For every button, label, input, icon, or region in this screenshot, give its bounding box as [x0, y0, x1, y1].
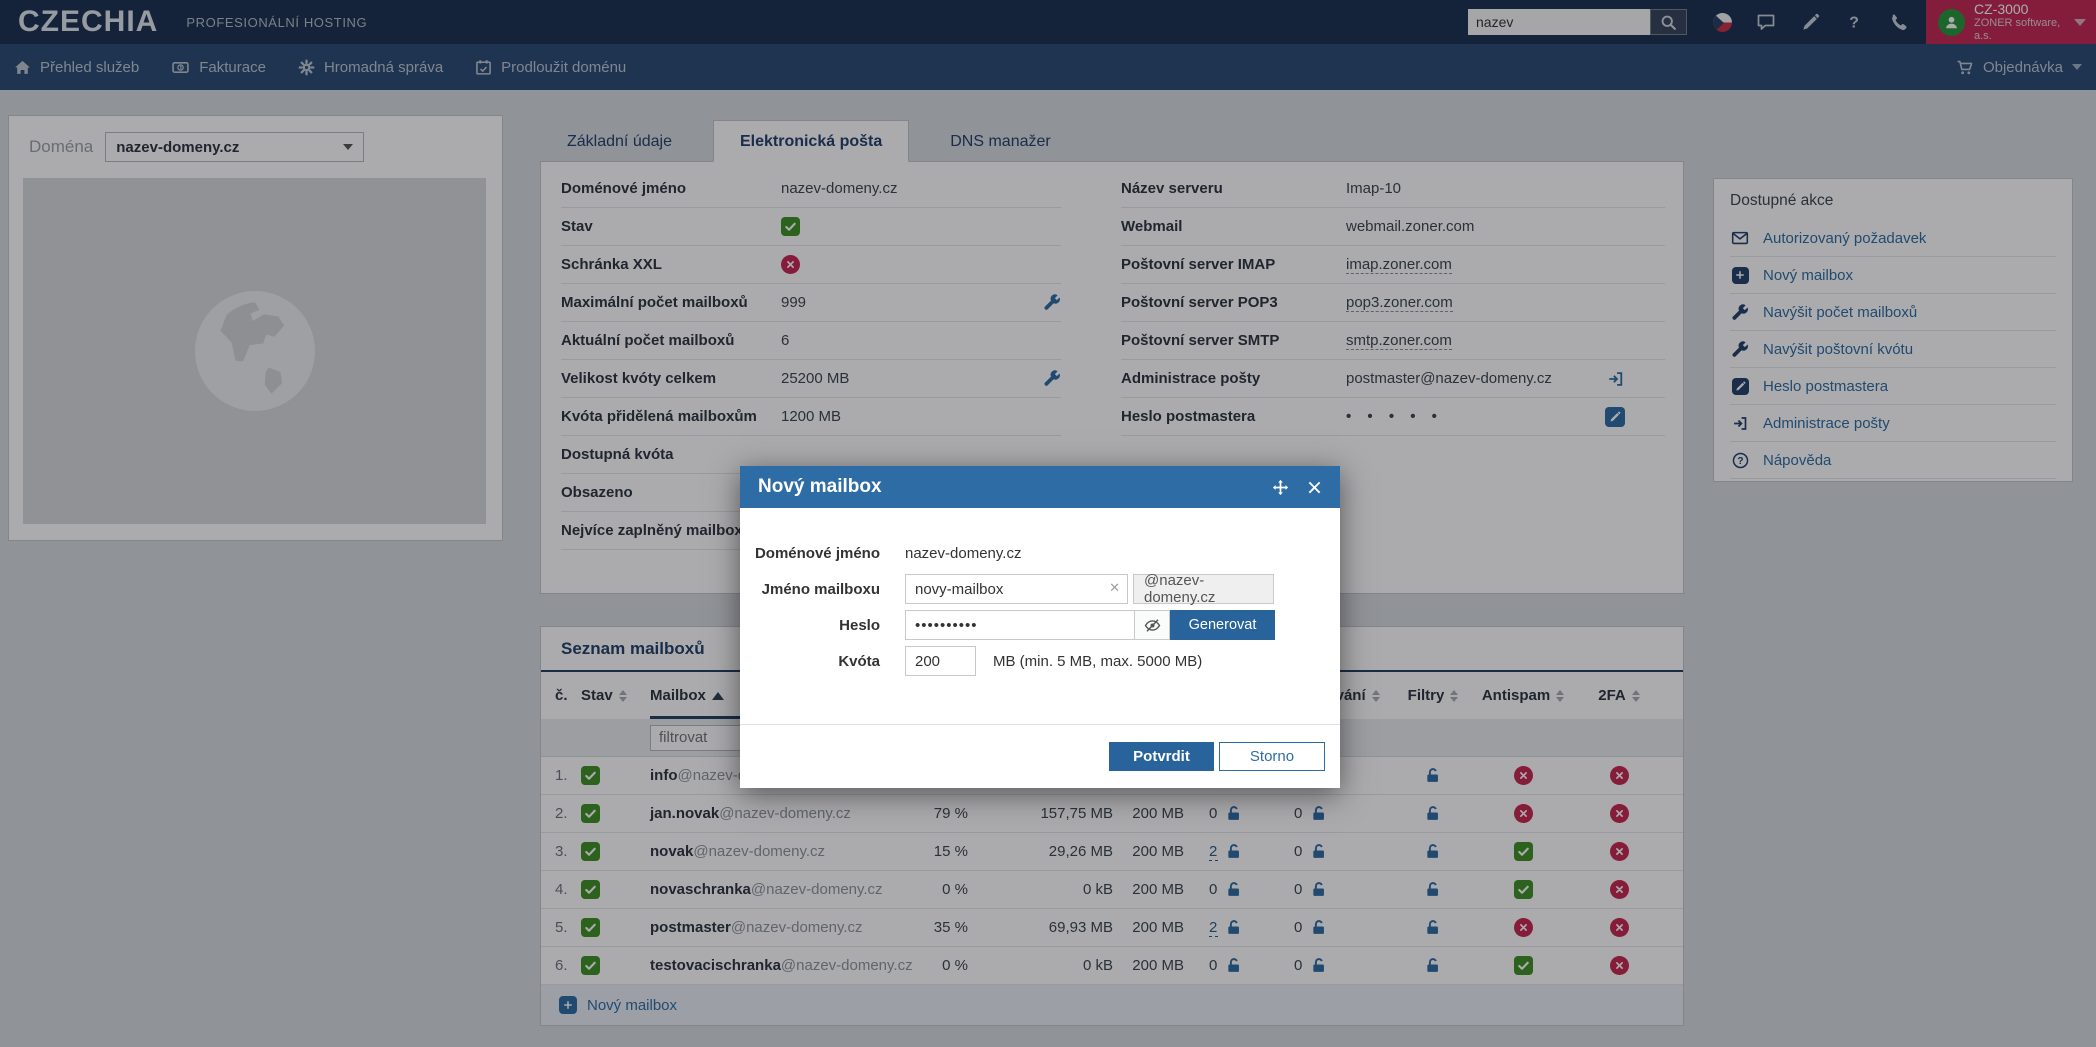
app-window: CZECHIA PROFESIONÁLNÍ HOSTING CZ-3000 ZO… — [0, 0, 2096, 1047]
cancel-button[interactable]: Storno — [1219, 742, 1325, 771]
generate-password-button[interactable]: Generovat — [1170, 610, 1275, 640]
dialog-title: Nový mailbox — [758, 476, 882, 498]
dialog-name-label: Jméno mailboxu — [740, 581, 880, 598]
password-input[interactable] — [905, 610, 1135, 640]
dialog-quota-label: Kvóta — [740, 653, 880, 670]
quota-hint: MB (min. 5 MB, max. 5000 MB) — [993, 653, 1202, 670]
confirm-button[interactable]: Potvrdit — [1109, 742, 1214, 771]
dialog-footer: Potvrdit Storno — [740, 724, 1340, 788]
quota-input[interactable] — [905, 646, 976, 676]
new-mailbox-dialog: Nový mailbox Doménové jméno nazev-domeny… — [740, 466, 1340, 788]
dialog-domain-value: nazev-domeny.cz — [905, 545, 1021, 562]
close-icon[interactable] — [1307, 480, 1322, 495]
dialog-titlebar[interactable]: Nový mailbox — [740, 466, 1340, 508]
mailbox-name-input[interactable] — [905, 574, 1128, 604]
dialog-domain-label: Doménové jméno — [740, 545, 880, 562]
dialog-password-label: Heslo — [740, 617, 880, 634]
move-icon[interactable] — [1272, 479, 1289, 496]
mailbox-domain-suffix: @nazev-domeny.cz — [1133, 574, 1274, 604]
eye-slash-icon[interactable] — [1135, 610, 1170, 640]
clear-input-icon[interactable]: ✕ — [1109, 581, 1120, 594]
